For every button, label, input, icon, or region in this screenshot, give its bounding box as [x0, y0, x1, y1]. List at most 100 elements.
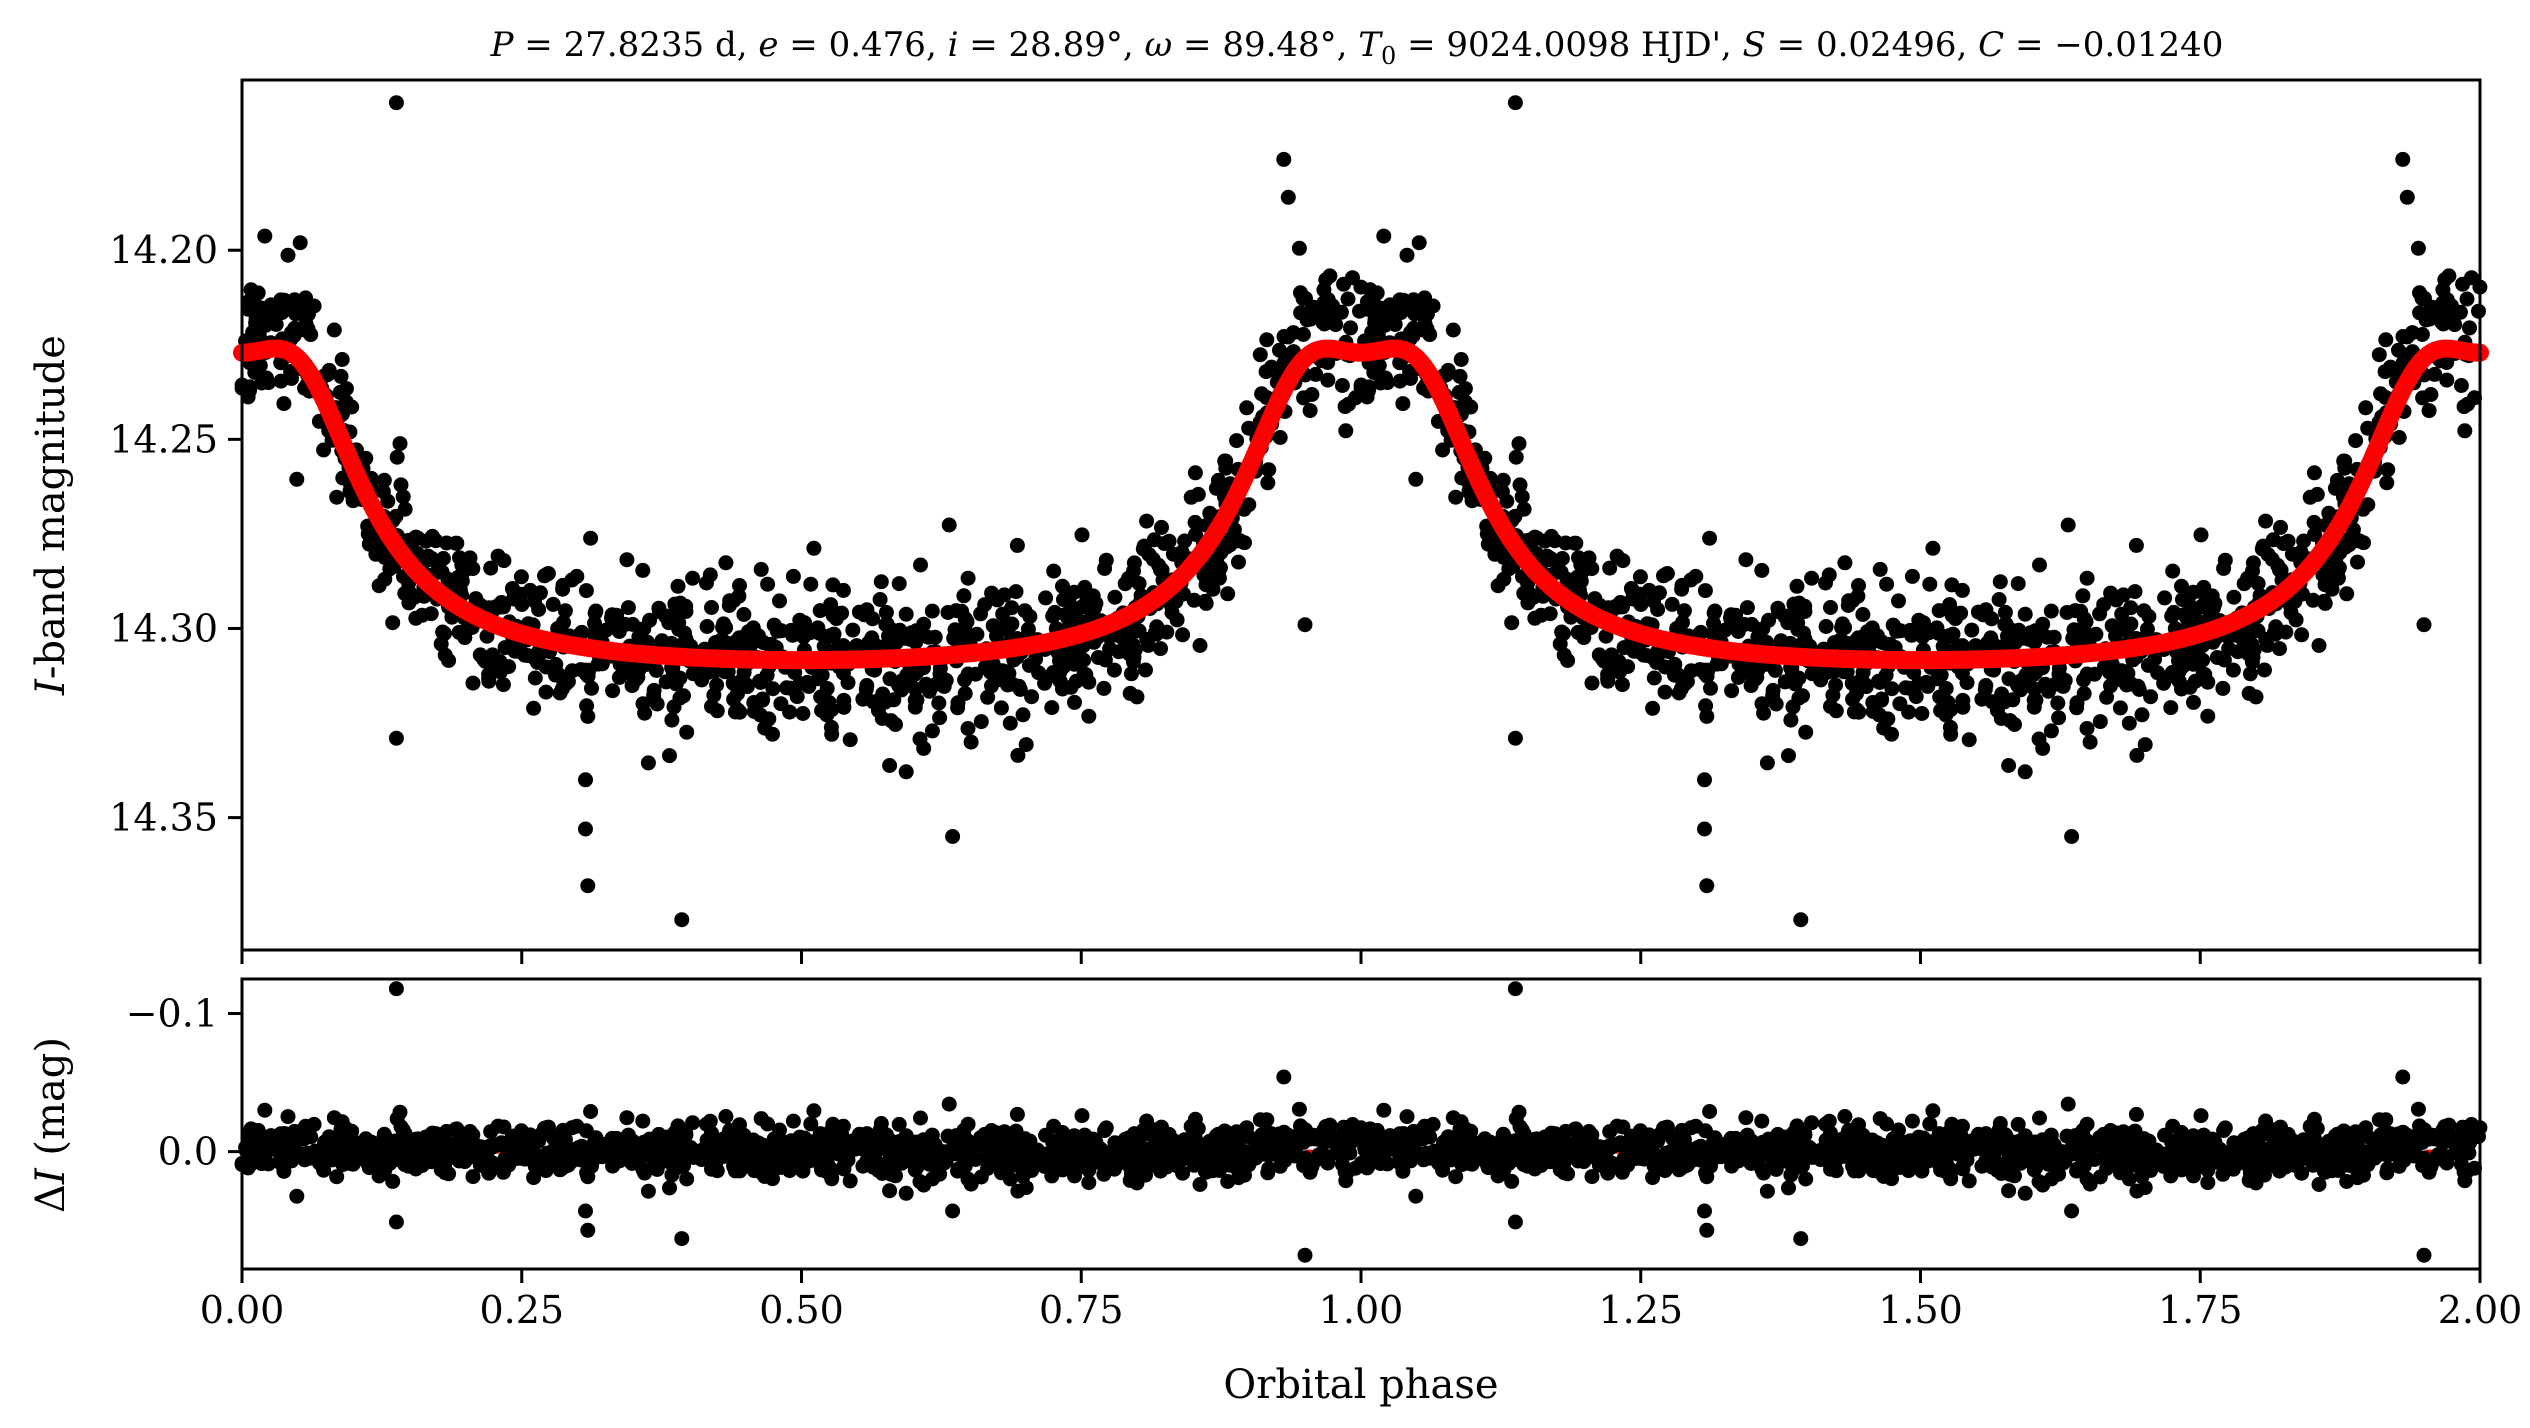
top-data-point: [1140, 637, 1156, 653]
top-data-point: [1827, 635, 1842, 650]
top-data-point: [2423, 387, 2439, 402]
top-data-point: [376, 472, 392, 488]
x-axis-label: Orbital phase: [1223, 1362, 1498, 1408]
bottom-residual-point: [1645, 1170, 1661, 1186]
top-data-point: [1754, 696, 1770, 712]
top-outlier-point: [580, 878, 596, 894]
bottom-residual-point: [1260, 1165, 1276, 1181]
top-data-point: [1055, 578, 1070, 594]
top-data-point: [1291, 240, 1307, 256]
top-data-point: [856, 607, 872, 623]
top-data-point: [1015, 707, 1031, 723]
top-data-point: [993, 700, 1009, 716]
bottom-residual-point: [2383, 1147, 2399, 1162]
top-data-point: [1904, 568, 1920, 584]
top-data-point: [1703, 680, 1718, 696]
top-data-point: [403, 586, 419, 602]
bottom-residual-point: [469, 1141, 485, 1156]
bottom-residual-point: [640, 1183, 656, 1199]
top-data-point: [1765, 682, 1781, 698]
top-data-point: [1161, 533, 1177, 549]
bottom-outlier-point: [2395, 1069, 2411, 1085]
bottom-residual-point: [1022, 1133, 1038, 1149]
top-data-point: [1670, 667, 1686, 683]
bottom-residual-point: [1403, 1136, 1418, 1152]
top-data-point: [1338, 423, 1354, 439]
bottom-residual-point: [1744, 1133, 1760, 1149]
model-curve-path: [233, 339, 2489, 670]
top-data-point: [702, 567, 718, 583]
top-data-point: [538, 684, 554, 700]
top-data-point: [1790, 621, 1806, 637]
top-data-point: [671, 621, 687, 637]
bottom-residual-point: [1408, 1188, 1424, 1204]
top-data-point: [435, 624, 451, 640]
top-data-point: [1187, 514, 1203, 530]
top-data-point: [2464, 270, 2479, 286]
top-data-point: [1730, 624, 1746, 639]
top-data-point: [2043, 603, 2059, 619]
bottom-outlier-point: [674, 1231, 690, 1247]
title-i-value: = 28.89°,: [958, 25, 1144, 65]
top-data-point: [685, 570, 701, 586]
bottom-residual-point: [1367, 1132, 1383, 1148]
top-data-point: [795, 706, 811, 721]
top-data-point: [604, 607, 620, 623]
bottom-residual-point: [583, 1104, 599, 1119]
bottom-residual-point: [1846, 1140, 1862, 1156]
top-data-point: [1448, 489, 1464, 505]
bottom-residual-point: [2225, 1161, 2241, 1177]
bottom-residual-point: [681, 1145, 697, 1161]
bottom-residual-point: [1174, 1135, 1190, 1151]
top-data-point: [1151, 557, 1167, 573]
bottom-residual-point: [792, 1129, 808, 1145]
top-data-point: [248, 312, 264, 328]
top-data-point: [1254, 386, 1270, 402]
bottom-residual-point: [1800, 1145, 1816, 1161]
top-data-point: [2209, 650, 2225, 665]
top-data-point: [941, 517, 957, 533]
bottom-residual-point: [2417, 1122, 2432, 1138]
top-data-point: [1657, 684, 1673, 700]
top-data-point: [973, 714, 989, 730]
top-data-point: [1280, 329, 1296, 345]
top-data-point: [2282, 598, 2298, 614]
top-data-point: [1855, 607, 1871, 622]
bottom-y-ticks: −0.10.0: [126, 992, 242, 1174]
top-data-points: [234, 95, 2488, 928]
bottom-residual-point: [1791, 1159, 1807, 1175]
top-data-point: [652, 604, 667, 620]
bottom-residual-point: [2336, 1123, 2352, 1139]
bottom-residual-point: [2373, 1127, 2389, 1143]
top-data-point: [803, 576, 819, 592]
bottom-residual-point: [2001, 1183, 2017, 1199]
top-data-point: [1138, 662, 1153, 678]
bottom-residual-point: [1759, 1183, 1775, 1199]
top-data-point: [1884, 681, 1900, 697]
top-data-point: [1837, 555, 1853, 571]
bottom-residual-point: [1950, 1146, 1966, 1162]
bottom-residual-point: [785, 1113, 801, 1129]
top-data-point: [792, 612, 808, 628]
top-data-point: [581, 662, 597, 678]
top-data-point: [670, 578, 686, 594]
top-data-point: [250, 285, 266, 301]
top-data-point: [957, 620, 973, 636]
top-data-point: [1012, 682, 1028, 697]
top-data-point: [483, 560, 499, 576]
top-data-point: [2088, 626, 2104, 642]
top-data-point: [969, 626, 985, 642]
bottom-residual-point: [619, 1110, 635, 1126]
top-data-point: [393, 477, 409, 493]
bottom-residual-point: [2399, 1139, 2415, 1155]
top-data-point: [1201, 560, 1217, 576]
bottom-residual-point: [2032, 1110, 2047, 1126]
top-data-point: [940, 605, 956, 620]
top-outlier-point: [2399, 189, 2415, 205]
top-data-point: [626, 660, 642, 676]
top-data-point: [1317, 312, 1333, 328]
bottom-residual-point: [2311, 1177, 2327, 1192]
top-data-point: [1922, 576, 1938, 592]
top-data-point: [1514, 489, 1530, 505]
top-data-point: [1022, 609, 1038, 624]
